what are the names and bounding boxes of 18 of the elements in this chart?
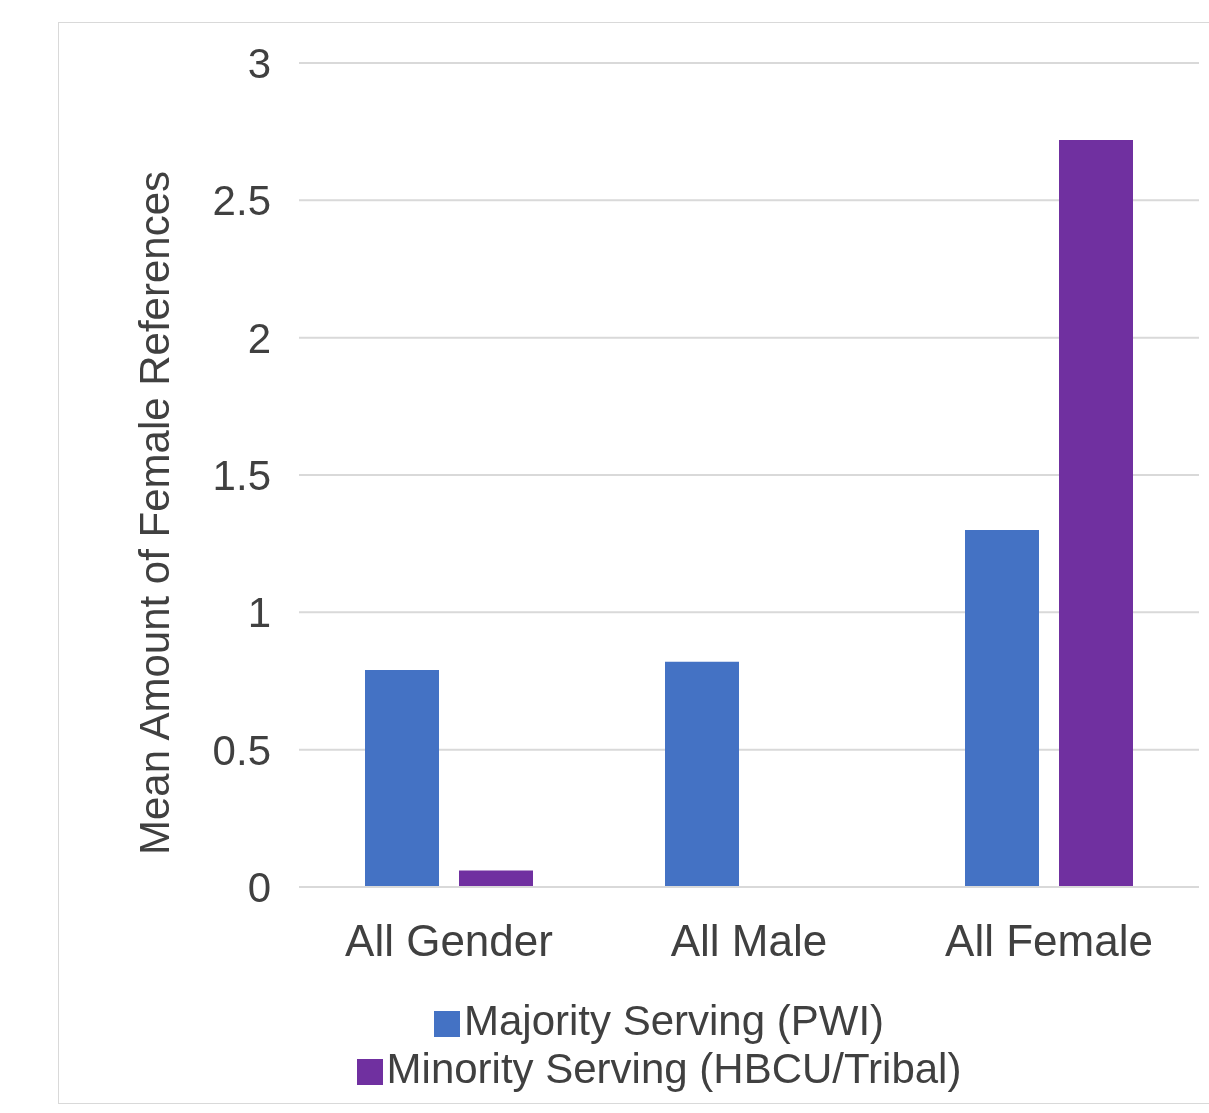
bar [459,870,533,887]
bar [965,529,1039,887]
y-axis-title: Mean Amount of Female References [130,170,178,855]
y-tick-label: 2 [247,314,271,362]
legend-label: Majority Serving (PWI) [463,997,885,1044]
x-tick-label: All Gender [345,916,553,966]
x-tick-label: All Female [945,916,1153,966]
y-tick-label: 2.5 [212,177,271,225]
y-tick-label: 0.5 [212,726,271,774]
legend-label: Minority Serving (HBCU/Tribal) [386,1045,962,1092]
bar [1059,139,1133,887]
bar [365,670,439,887]
y-tick-label: 1.5 [212,451,271,499]
y-tick-label: 3 [247,39,271,87]
y-tick-label: 0 [247,863,271,911]
bar [665,661,739,887]
x-tick-label: All Male [670,916,828,966]
y-tick-label: 1 [247,589,271,637]
